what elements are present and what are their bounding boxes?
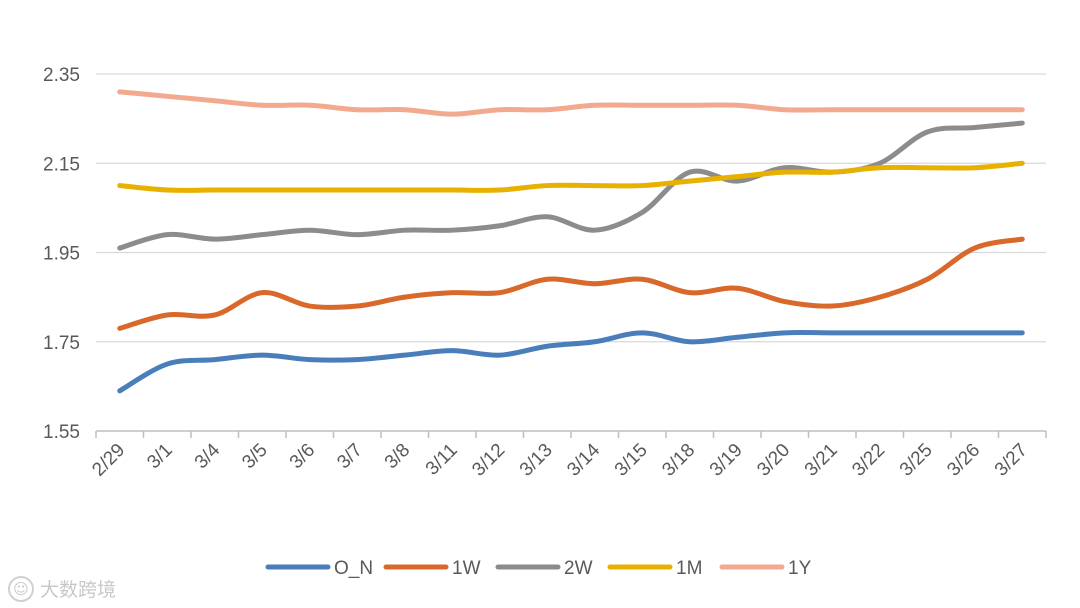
x-tick-label: 3/13 (516, 440, 557, 481)
legend: O_N 1W 2W 1M 1Y (265, 558, 812, 579)
x-tick-label: 3/27 (991, 440, 1032, 481)
legend-label: 1Y (788, 558, 812, 579)
legend-label: 2W (564, 558, 593, 579)
axes (95, 430, 1047, 438)
x-tick-label: 3/21 (801, 440, 842, 481)
series-line-1y (117, 89, 1025, 117)
x-tick-label: 3/25 (896, 440, 937, 481)
x-tick-label: 3/1 (143, 440, 177, 474)
y-tick-label: 1.75 (43, 333, 80, 354)
series-lines (117, 89, 1025, 394)
x-tick-label: 3/22 (848, 440, 889, 481)
legend-label: O_N (334, 558, 373, 579)
y-tick-label: 2.35 (43, 65, 80, 86)
x-tick-label: 2/29 (88, 440, 129, 481)
x-tick-label: 3/12 (468, 440, 509, 481)
series-line-o-n (117, 329, 1025, 394)
x-tick-label: 3/19 (706, 440, 747, 481)
series-line-1m (117, 160, 1025, 193)
x-tick-label: 3/5 (238, 440, 272, 474)
series-line-1w (117, 236, 1025, 331)
y-axis-ticks: 1.55 1.75 1.95 2.15 2.35 (43, 65, 80, 443)
x-tick-label: 3/11 (422, 440, 462, 480)
x-tick-label: 3/15 (611, 440, 652, 481)
x-tick-label: 3/20 (753, 440, 794, 481)
x-tick-label: 3/7 (333, 440, 367, 474)
x-tick-label: 3/26 (943, 440, 984, 481)
x-axis-ticks: 2/29 3/1 3/4 3/5 3/6 3/7 3/8 3/11 3/12 3/13 3/14 3/… (88, 439, 1032, 480)
y-tick-label: 1.55 (43, 422, 80, 443)
watermark: ☺ 大数跨境 (8, 575, 116, 602)
series-line-2w (117, 120, 1025, 251)
legend-label: 1W (452, 558, 481, 579)
legend-label: 1M (676, 558, 702, 579)
watermark-logo-icon: ☺ (8, 575, 34, 602)
y-tick-label: 1.95 (43, 244, 80, 265)
x-tick-label: 3/14 (563, 439, 604, 480)
x-tick-label: 3/8 (381, 440, 415, 474)
y-tick-label: 2.15 (43, 154, 80, 175)
x-tick-label: 3/4 (191, 439, 225, 473)
x-tick-label: 3/6 (286, 440, 320, 474)
watermark-text: 大数跨境 (40, 579, 117, 601)
x-tick-label: 3/18 (658, 440, 699, 481)
